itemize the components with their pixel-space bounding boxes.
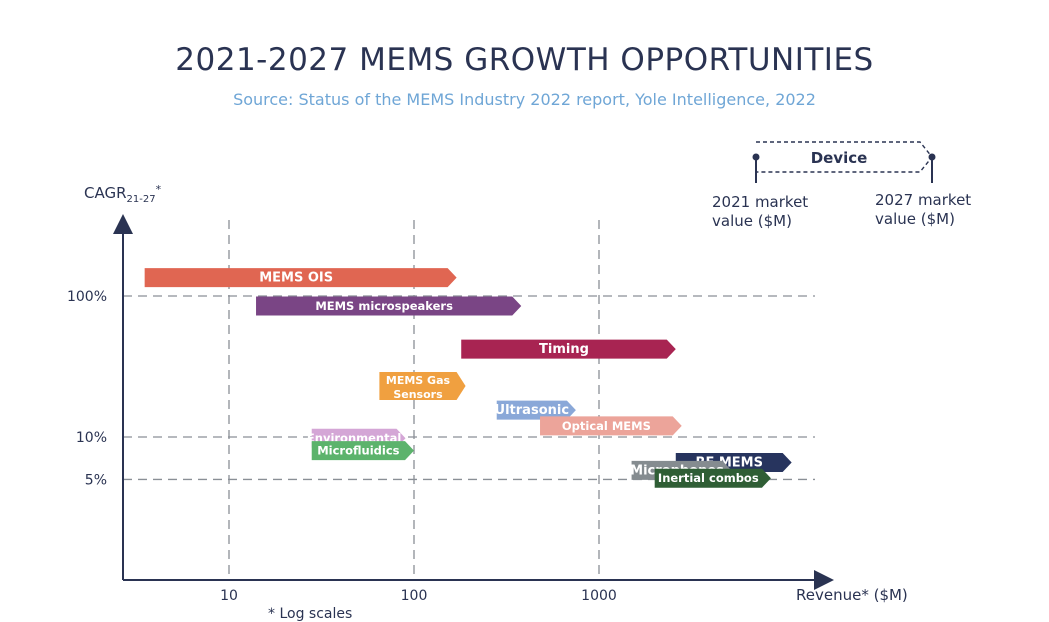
bar-ultrasonic: Ultrasonic	[495, 400, 576, 420]
x-tick-label: 1000	[581, 588, 617, 604]
bar-label: MEMS OIS	[259, 271, 333, 286]
bar-shape	[144, 268, 457, 288]
y-tick-label: 10%	[76, 430, 107, 446]
bar-shape	[540, 416, 682, 436]
legend-start-dot	[752, 153, 760, 161]
bar-label: Ultrasonic	[495, 403, 570, 418]
x-tick-label: 10	[220, 588, 238, 604]
legend-start-line2: value ($M)	[712, 212, 792, 230]
bar-inertial-combos: Inertial combos	[654, 468, 771, 488]
bar-shape	[256, 296, 522, 316]
bar-optical-mems: Optical MEMS	[540, 416, 682, 436]
legend-end-line1: 2027 market	[875, 191, 972, 209]
bar-label: Inertial combos	[658, 471, 759, 485]
bar-label: MEMS microspeakers	[315, 299, 453, 313]
y-tick-label: 5%	[85, 472, 107, 488]
page-subtitle: Source: Status of the MEMS Industry 2022…	[233, 90, 816, 109]
y-axis-title: CAGR21-27*	[84, 183, 162, 205]
bar-label: Microfluidics	[317, 444, 399, 458]
bar-shape	[654, 468, 771, 488]
bar-label: Timing	[539, 342, 589, 357]
y-tick-label: 100%	[67, 289, 107, 305]
legend-start-line1: 2021 market	[712, 193, 809, 211]
legend-key: Device	[752, 141, 936, 183]
bar-timing: Timing	[461, 339, 676, 359]
legend-end-dot	[928, 153, 936, 161]
axes-layer	[113, 214, 834, 590]
page-title: 2021-2027 MEMS GROWTH OPPORTUNITIES	[175, 42, 874, 78]
bar-mems-ois: MEMS OIS	[144, 268, 457, 288]
axis-labels-layer: 100% 10% 5% 10 100 1000	[67, 289, 617, 604]
legend-end-label: 2027 market value ($M)	[875, 191, 971, 229]
x-tick-label: 100	[401, 588, 428, 604]
legend-end-line2: value ($M)	[875, 210, 955, 228]
bar-label: Optical MEMS	[562, 419, 651, 433]
bar-microfluidics: Microfluidics	[311, 441, 414, 461]
bar-shape	[311, 441, 414, 461]
bar-shape	[379, 371, 466, 400]
bar-mems-microspeakers: MEMS microspeakers	[256, 296, 522, 316]
footnote: * Log scales	[268, 606, 353, 622]
bar-shape	[461, 339, 676, 359]
bar-label: MEMS Gas	[386, 374, 451, 387]
bar-shape	[496, 400, 576, 420]
legend-device-label: Device	[811, 149, 868, 167]
bar-label: Sensors	[393, 388, 443, 401]
bars-layer: MEMS OIS MEMS microspeakers Timing MEMS Gas…	[144, 268, 792, 488]
x-axis-title: Revenue* ($M)	[796, 586, 908, 604]
legend-start-label: 2021 market value ($M)	[712, 193, 808, 231]
